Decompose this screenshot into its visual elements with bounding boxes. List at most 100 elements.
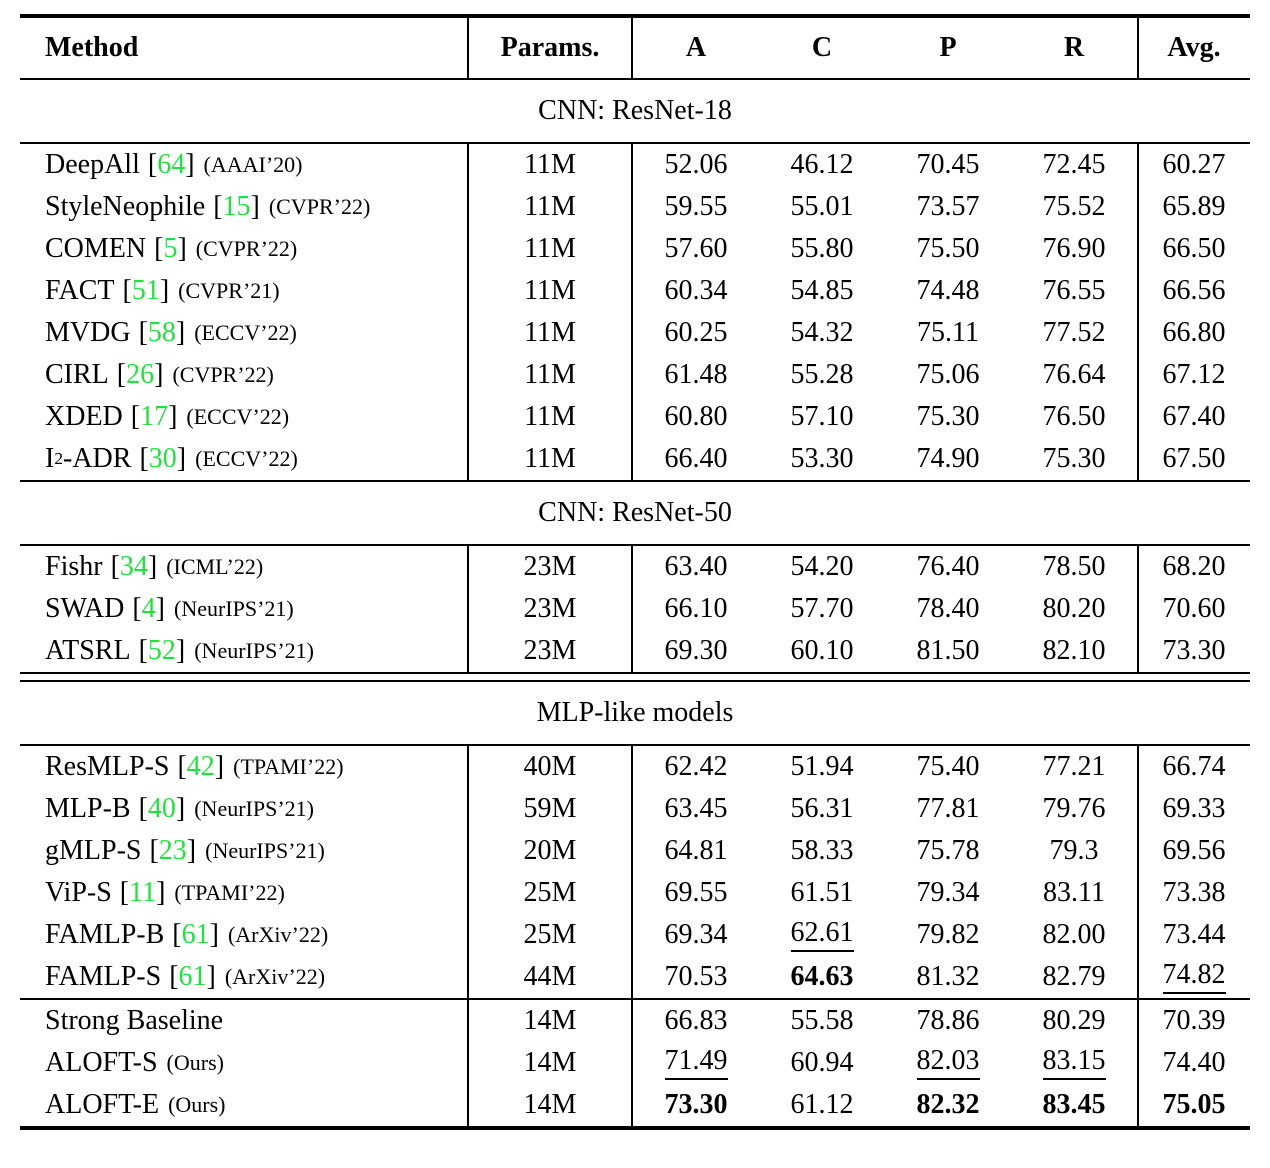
horizontal-rule (20, 1126, 1250, 1130)
metric-value: 74.48 (916, 275, 980, 306)
citation-bracket-close-icon: ] (175, 635, 186, 666)
method-cell: COMEN [5] (CVPR’22) (20, 228, 467, 270)
citation-number[interactable]: 61 (178, 961, 207, 992)
method-name: XDED (45, 401, 123, 432)
metric-value: 60.25 (664, 317, 728, 348)
citation-number[interactable]: 42 (186, 751, 215, 782)
citation-number[interactable]: 4 (141, 593, 156, 624)
section-title-label: MLP-like models (536, 697, 734, 728)
method-cell: ViP-S [11] (TPAMI’22) (20, 872, 467, 914)
column-header-label: Params. (500, 32, 600, 63)
metric-cell: 60.80 (633, 396, 759, 438)
avg-cell: 66.56 (1137, 270, 1249, 312)
horizontal-rule (20, 744, 1250, 746)
venue-label: (CVPR’22) (268, 194, 371, 219)
metric-cell: 66.40 (633, 438, 759, 480)
method-cell: ALOFT-S (Ours) (20, 1042, 467, 1084)
metric-cell: 55.01 (759, 186, 885, 228)
metric-value: 69.34 (664, 919, 728, 950)
metric-cell: 51.94 (759, 746, 885, 788)
metric-cell: 66.83 (633, 1000, 759, 1042)
metric-cell: 75.11 (885, 312, 1011, 354)
metric-cell: 79.3 (1011, 830, 1137, 872)
citation-number[interactable]: 51 (131, 275, 160, 306)
citation: [34] (111, 551, 158, 583)
metric-value: 60.80 (664, 401, 728, 432)
header-rule (20, 78, 1250, 80)
citation-bracket-open-icon: [ (139, 443, 149, 474)
citation-number[interactable]: 17 (140, 401, 169, 432)
citation-number[interactable]: 15 (222, 191, 251, 222)
citation-number[interactable]: 30 (148, 443, 177, 474)
metric-value: 79.34 (916, 877, 980, 908)
params-value: 20M (523, 835, 577, 866)
citation-bracket-open-icon: [ (132, 593, 142, 624)
metric-value: 56.31 (790, 793, 854, 824)
method-cell: FACT [51] (CVPR’21) (20, 270, 467, 312)
column-header-method: Method (20, 18, 467, 78)
metric-cell: 81.50 (885, 630, 1011, 672)
citation-bracket-open-icon: [ (138, 317, 148, 348)
params-cell: 44M (467, 956, 633, 998)
metric-value: 59.55 (664, 191, 728, 222)
params-value: 23M (523, 635, 577, 666)
citation-number[interactable]: 52 (147, 635, 176, 666)
metric-value: 75.52 (1042, 191, 1106, 222)
citation-bracket-close-icon: ] (147, 551, 158, 582)
column-header-a: A (633, 18, 759, 78)
horizontal-rule (20, 142, 1250, 144)
params-value: 14M (523, 1005, 577, 1036)
column-header-c: C (759, 18, 885, 78)
avg-value: 60.27 (1162, 149, 1226, 180)
citation-number[interactable]: 23 (158, 835, 187, 866)
table-row: DeepAll [64] (AAAI’20) 11M 52.06 46.12 70.45 72… (20, 144, 1250, 186)
citation-number[interactable]: 40 (147, 793, 176, 824)
params-cell: 11M (467, 354, 633, 396)
citation-number[interactable]: 34 (119, 551, 148, 582)
citation-number[interactable]: 26 (126, 359, 155, 390)
metric-cell: 73.57 (885, 186, 1011, 228)
method-name-suffix: -ADR (63, 443, 132, 474)
metric-cell: 63.40 (633, 546, 759, 588)
avg-value: 66.74 (1162, 751, 1226, 782)
params-cell: 23M (467, 588, 633, 630)
metric-value: 60.34 (664, 275, 728, 306)
metric-cell: 76.55 (1011, 270, 1137, 312)
column-header-label: R (1063, 32, 1085, 63)
citation-bracket-open-icon: [ (138, 793, 148, 824)
avg-value: 66.56 (1162, 275, 1226, 306)
column-header-label: Method (45, 32, 139, 63)
metric-value: 82.79 (1042, 961, 1106, 992)
citation-bracket-open-icon: [ (110, 551, 120, 582)
citation: [51] (123, 275, 170, 307)
method-cell: ATSRL [52] (NeurIPS’21) (20, 630, 467, 672)
params-cell: 23M (467, 546, 633, 588)
params-value: 11M (524, 443, 576, 474)
citation: [5] (154, 233, 187, 265)
citation: [42] (177, 751, 224, 783)
citation-number[interactable]: 58 (147, 317, 176, 348)
metric-value: 79.82 (916, 919, 980, 950)
avg-value: 66.50 (1162, 233, 1226, 264)
metric-value: 61.48 (664, 359, 728, 390)
citation-bracket-close-icon: ] (185, 149, 195, 180)
method-name: StyleNeophile (45, 191, 206, 222)
citation-number[interactable]: 61 (181, 919, 210, 950)
citation-bracket-open-icon: [ (130, 401, 141, 432)
metric-value: 82.10 (1042, 635, 1106, 666)
method-cell: XDED [17] (ECCV’22) (20, 396, 467, 438)
metric-value: 62.61 (790, 918, 854, 952)
metric-cell: 70.53 (633, 956, 759, 998)
horizontal-rule (20, 672, 1250, 674)
metric-cell: 75.30 (1011, 438, 1137, 480)
column-header-r: R (1011, 18, 1137, 78)
citation-number[interactable]: 11 (129, 877, 157, 908)
method-cell: FAMLP-B [61] (ArXiv’22) (20, 914, 467, 956)
metric-cell: 74.48 (885, 270, 1011, 312)
metric-cell: 82.10 (1011, 630, 1137, 672)
citation: [52] (139, 635, 186, 667)
citation-number[interactable]: 64 (157, 149, 186, 180)
citation-number[interactable]: 5 (163, 233, 178, 264)
avg-cell: 73.44 (1137, 914, 1249, 956)
metric-cell: 64.81 (633, 830, 759, 872)
